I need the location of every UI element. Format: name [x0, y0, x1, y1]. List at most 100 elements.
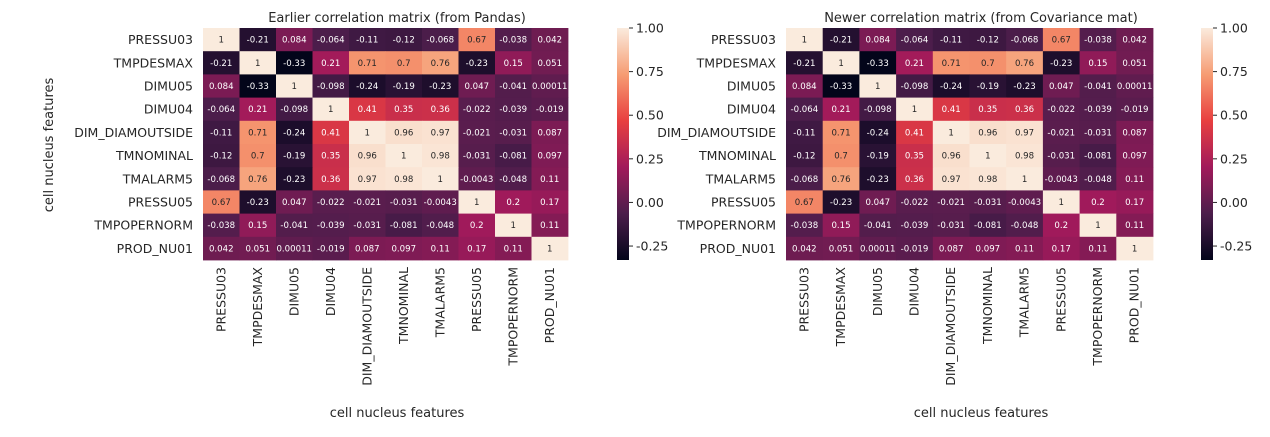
right-cell-value-label: 0.097: [1122, 152, 1147, 162]
left-heatmap-cell: [203, 213, 240, 238]
right-cell-value-label: 0.087: [939, 244, 964, 254]
right-cell-value-label: 0.35: [905, 152, 924, 162]
left-heatmap-cell: [276, 28, 313, 52]
left-cell-value-label: 0.11: [540, 221, 559, 231]
right-cell-value-label: 0.41: [942, 105, 961, 115]
right-cell-value-label: 0.2: [1054, 221, 1068, 231]
right-cell-value-label: -0.23: [1013, 82, 1035, 92]
right-heatmap-cell: [1006, 97, 1044, 122]
left-x-axis-label: cell nucleus features: [330, 406, 465, 421]
right-cell-value-label: 0.084: [792, 82, 817, 92]
left-cell-value-label: -0.038: [499, 36, 527, 46]
left-cell-value-label: -0.031: [390, 198, 418, 208]
left-cell-value-label: 0.084: [282, 36, 307, 46]
left-heatmap-cell: [458, 236, 496, 261]
right-y-tick-dimu05: DIMU05: [727, 79, 776, 94]
right-colorbar-gradient: [1201, 28, 1213, 260]
right-heatmap-cell: [932, 51, 970, 75]
right-cell-value-label: 0.087: [1122, 128, 1147, 138]
right-cell-value-label: 0.00011: [860, 244, 896, 254]
right-heatmap-cell: [786, 144, 824, 168]
left-cell-value-label: 0.00011: [276, 244, 312, 254]
right-heatmap-cell: [932, 213, 970, 238]
right-cell-value-label: 1: [875, 82, 880, 92]
left-heatmap-cell: [531, 97, 569, 122]
right-cell-value-label: -0.24: [867, 128, 889, 138]
right-heatmap-cell: [1042, 74, 1080, 98]
right-heatmap-cell: [1006, 74, 1044, 98]
left-cell-value-label: -0.048: [499, 175, 527, 185]
left-heatmap-cell: [239, 190, 277, 214]
left-cell-value-label: 0.67: [467, 36, 486, 46]
left-heatmap-cell: [458, 28, 496, 52]
left-y-tick-dim-diamoutside: DIM_DIAMOUTSIDE: [74, 125, 193, 140]
right-x-tick-dimu05: DIMU05: [870, 267, 885, 316]
left-heatmap-cell: [422, 51, 459, 75]
left-heatmap-cell: [203, 190, 240, 214]
right-cell-value-label: -0.031: [937, 221, 965, 231]
left-cell-value-label: -0.031: [353, 221, 381, 231]
right-heatmap-cell: [969, 120, 1007, 145]
left-heatmap-cell: [276, 190, 313, 214]
left-heatmap-cell: [203, 74, 240, 98]
left-colorbar-tick-label: 0.00: [636, 195, 664, 210]
right-heatmap-cell: [1116, 167, 1154, 191]
right-cell-value-label: 0.047: [1049, 82, 1074, 92]
left-heatmap-panel: Earlier correlation matrix (from Pandas)…: [42, 11, 668, 421]
left-cell-value-label: -0.098: [317, 82, 345, 92]
right-heatmap-cell: [822, 236, 860, 261]
right-heatmap-cell: [1006, 120, 1044, 145]
right-cell-value-label: -0.081: [974, 221, 1002, 231]
right-heatmap-cell: [896, 74, 934, 98]
left-cell-value-label: 0.76: [248, 175, 267, 185]
left-cell-value-label: 0.097: [391, 244, 416, 254]
left-x-tick-prod-nu01: PROD_NU01: [542, 267, 557, 343]
left-heatmap-cell: [495, 51, 532, 75]
right-heatmap-cell: [1079, 51, 1117, 75]
left-cell-value-label: -0.33: [283, 59, 305, 69]
right-heatmap-cell: [786, 74, 824, 98]
left-y-tick-dimu05: DIMU05: [144, 79, 193, 94]
right-cell-value-label: 0.00011: [1117, 82, 1153, 92]
right-cell-value-label: 0.97: [1015, 128, 1034, 138]
right-heatmap-cell: [1116, 28, 1154, 52]
left-heatmap-cell: [458, 213, 496, 238]
right-heatmap-cell: [932, 167, 970, 191]
right-x-tick-dim-diamoutside: DIM_DIAMOUTSIDE: [943, 267, 958, 386]
left-heatmap-cell: [422, 236, 459, 261]
left-x-tick-labels: PRESSU03 TMPDESMAX DIMU05 DIMU04 DIM_DIAMOUT…: [213, 267, 557, 386]
left-cell-value-label: 0.15: [504, 59, 523, 69]
right-heatmap-cell: [822, 74, 860, 98]
right-chart-title: Newer correlation matrix (from Covarianc…: [824, 11, 1138, 26]
right-cell-value-label: 0.71: [831, 128, 850, 138]
right-heatmap-cell: [896, 213, 934, 238]
left-cell-value-label: 0.087: [355, 244, 380, 254]
left-y-tick-tmpopernorm: TMPOPERNORM: [93, 218, 193, 233]
right-cell-value-label: 0.67: [795, 198, 814, 208]
right-cell-value-label: 1: [802, 36, 807, 46]
right-cell-value-label: -0.0043: [1008, 198, 1041, 208]
right-heatmap-cell: [1116, 97, 1154, 122]
right-cell-value-label: 0.097: [976, 244, 1001, 254]
left-heatmap-cell: [385, 167, 423, 191]
left-heatmap-cell: [495, 236, 532, 261]
left-cell-value-label: 0.047: [464, 82, 489, 92]
right-cell-value-label: -0.0043: [1045, 175, 1078, 185]
right-cell-value-label: 0.21: [905, 59, 924, 69]
right-heatmap-cell: [896, 167, 934, 191]
left-heatmap-cell: [276, 74, 313, 98]
left-heatmap-cell: [422, 167, 459, 191]
left-heatmap-cell: [531, 51, 569, 75]
left-y-tick-pressu03: PRESSU03: [128, 32, 193, 47]
right-heatmap-cell: [969, 213, 1007, 238]
right-heatmap-cell: [786, 213, 824, 238]
left-heatmap-cell: [385, 51, 423, 75]
right-heatmap-cell: [822, 144, 860, 168]
right-colorbar: -0.25 0.00 0.25 0.50 0.75 1.00: [1201, 21, 1252, 260]
left-heatmap-cell: [276, 236, 313, 261]
right-heatmap-cell: [1079, 167, 1117, 191]
right-heatmap-cell: [1079, 213, 1117, 238]
left-cell-value-label: -0.23: [283, 175, 305, 185]
left-heatmap-cell: [349, 190, 386, 214]
